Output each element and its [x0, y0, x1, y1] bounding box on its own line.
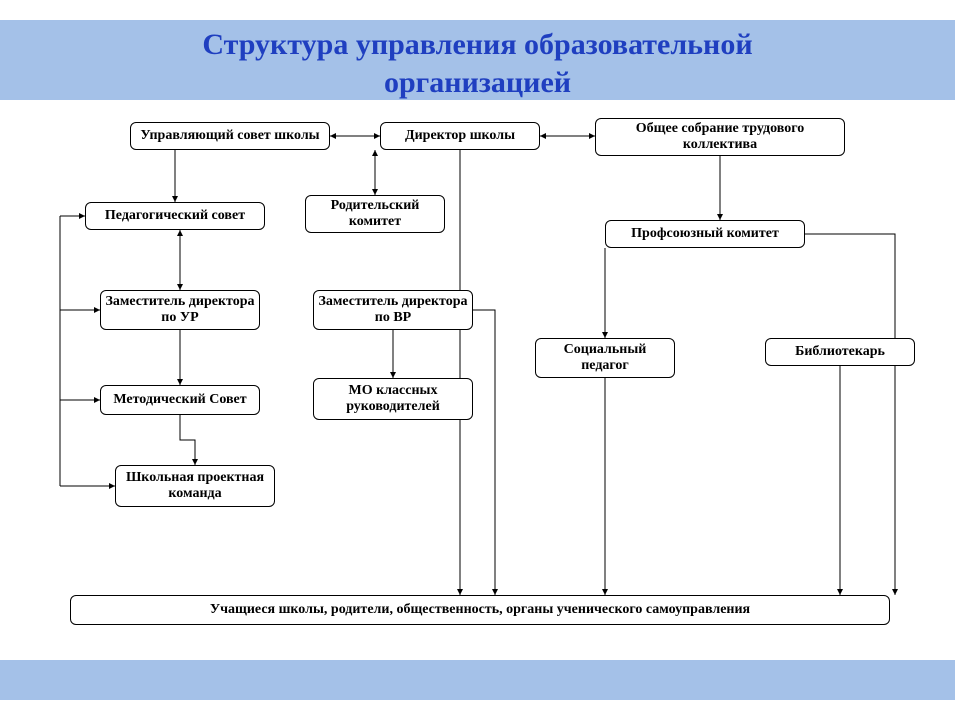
node-bottom: Учащиеся школы, родители, общественность…	[70, 595, 890, 625]
node-council: Управляющий совет школы	[130, 122, 330, 150]
node-project: Школьная проектная команда	[115, 465, 275, 507]
node-union: Профсоюзный комитет	[605, 220, 805, 248]
node-label: Директор школы	[405, 128, 515, 144]
node-parent: Родительский комитет	[305, 195, 445, 233]
node-label: Родительский комитет	[310, 198, 440, 230]
node-label: Педагогический совет	[105, 208, 245, 224]
title-line1: Структура управления образовательной	[202, 28, 752, 61]
node-label: Социальный педагог	[540, 342, 670, 374]
node-label: Учащиеся школы, родители, общественность…	[210, 602, 750, 618]
node-label: Управляющий совет школы	[140, 128, 319, 144]
node-director: Директор школы	[380, 122, 540, 150]
title-line2: организацией	[384, 66, 571, 99]
node-lib: Библиотекарь	[765, 338, 915, 366]
org-chart-diagram: Управляющий совет школы Директор школы Общ…	[25, 110, 930, 655]
node-zam_vr: Заместитель директора по ВР	[313, 290, 473, 330]
node-method: Методический Совет	[100, 385, 260, 415]
node-label: Библиотекарь	[795, 344, 885, 360]
footer-band	[0, 660, 955, 700]
node-label: Заместитель директора по ВР	[318, 294, 468, 326]
node-label: Общее собрание трудового коллектива	[600, 121, 840, 153]
node-label: Методический Совет	[113, 392, 246, 408]
node-zam_ur: Заместитель директора по УР	[100, 290, 260, 330]
diagram-edges	[25, 110, 930, 655]
node-label: Заместитель директора по УР	[105, 294, 255, 326]
node-mo: МО классных руководителей	[313, 378, 473, 420]
node-general: Общее собрание трудового коллектива	[595, 118, 845, 156]
node-label: Профсоюзный комитет	[631, 226, 779, 242]
node-label: Школьная проектная команда	[120, 470, 270, 502]
page-title: Структура управления образовательной орг…	[0, 20, 955, 100]
node-social: Социальный педагог	[535, 338, 675, 378]
node-label: МО классных руководителей	[318, 383, 468, 415]
node-ped: Педагогический совет	[85, 202, 265, 230]
page: Структура управления образовательной орг…	[0, 0, 955, 720]
